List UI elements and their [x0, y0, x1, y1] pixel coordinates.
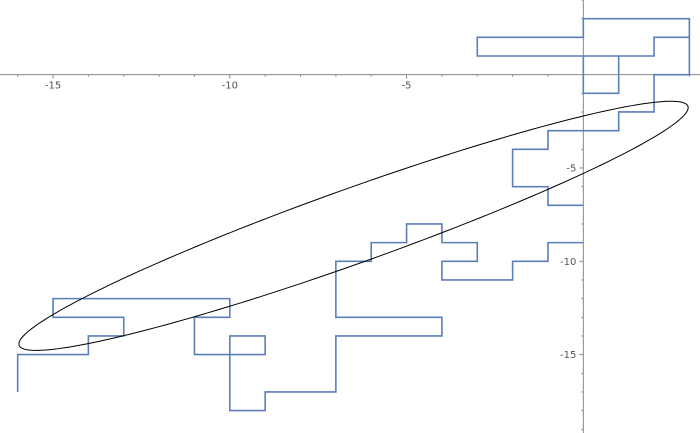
- tick-marks: [17, 0, 690, 430]
- ellipse-layer: [18, 100, 689, 351]
- confidence-ellipse: [18, 100, 689, 351]
- series-layer: [16, 17, 691, 412]
- x-tick-label: -10: [222, 81, 238, 92]
- series-2-line: [476, 17, 691, 207]
- y-tick-label: -15: [560, 350, 576, 361]
- x-tick-label: -5: [402, 81, 412, 92]
- x-tick-label: -15: [45, 81, 61, 92]
- y-tick-label: -10: [560, 257, 576, 268]
- tick-labels: -15 -10 -5 -5 -10 -15: [45, 81, 576, 361]
- y-tick-label: -5: [566, 163, 576, 174]
- series-1-line: [16, 223, 584, 412]
